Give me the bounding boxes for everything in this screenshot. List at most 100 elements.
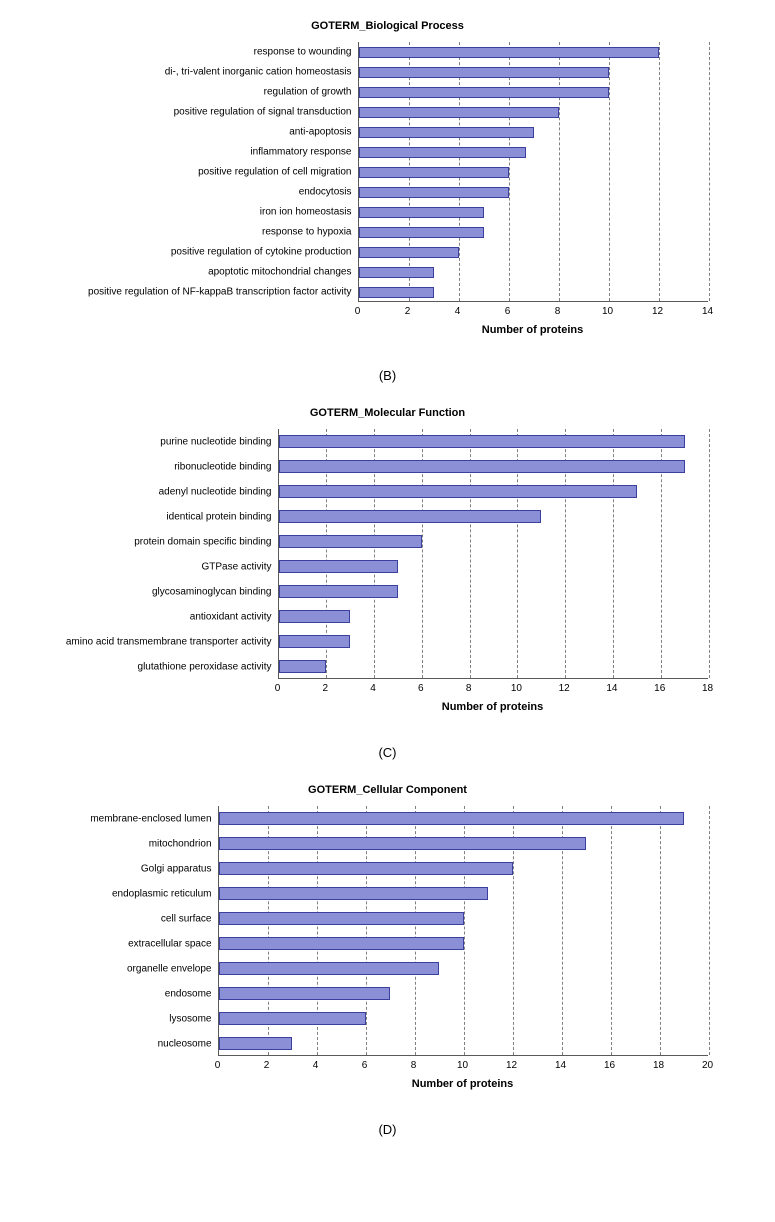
gridline [709, 42, 710, 301]
y-label: endoplasmic reticulum [112, 888, 212, 899]
x-tick: 4 [370, 683, 376, 694]
chart-title: GOTERM_Cellular Component [10, 784, 765, 796]
y-label: glycosaminoglycan binding [152, 586, 272, 597]
bar [359, 167, 509, 178]
bar [359, 287, 434, 298]
x-tick: 20 [702, 1060, 713, 1071]
y-label: endocytosis [299, 187, 352, 198]
y-label: iron ion homeostasis [260, 207, 352, 218]
y-label: apoptotic mitochondrial changes [208, 267, 351, 278]
chart-area: membrane-enclosed lumenmitochondrionGolg… [38, 806, 738, 1106]
gridline [709, 429, 710, 678]
bar [279, 585, 398, 599]
bars [219, 806, 708, 1055]
y-label: positive regulation of NF-kappaB transcr… [88, 287, 351, 298]
x-tick: 0 [355, 306, 361, 317]
y-label: endosome [165, 988, 212, 999]
chart-area: response to wounding di-, tri-valent inor… [38, 42, 738, 352]
y-axis-labels: purine nucleotide bindingribonucleotide … [38, 429, 272, 679]
y-label: purine nucleotide binding [160, 436, 271, 447]
x-tick: 8 [555, 306, 561, 317]
bar [359, 207, 484, 218]
y-label: inflammatory response [250, 147, 351, 158]
y-label: glutathione peroxidase activity [138, 661, 272, 672]
y-label: positive regulation of cell migration [198, 167, 351, 178]
x-tick: 4 [313, 1060, 319, 1071]
chart-mf: GOTERM_Molecular Function purine nucleoti… [10, 407, 765, 760]
x-tick: 8 [466, 683, 472, 694]
panel-letter: (D) [10, 1122, 765, 1137]
x-tick: 14 [555, 1060, 566, 1071]
x-tick: 12 [559, 683, 570, 694]
bar [219, 1012, 366, 1026]
x-axis-title: Number of proteins [278, 701, 708, 713]
bar [279, 435, 685, 449]
x-tick: 0 [215, 1060, 221, 1071]
y-label: response to hypoxia [262, 227, 352, 238]
chart-bp: GOTERM_Biological Process response to wou… [10, 20, 765, 383]
bars [279, 429, 708, 678]
bar [359, 147, 527, 158]
y-label: anti-apoptosis [289, 127, 351, 138]
bar [219, 837, 587, 851]
x-tick: 8 [411, 1060, 417, 1071]
y-label: extracellular space [128, 938, 211, 949]
x-tick: 0 [275, 683, 281, 694]
bar [359, 67, 609, 78]
y-label: cell surface [161, 913, 212, 924]
y-label: protein domain specific binding [134, 536, 271, 547]
plot-area [358, 42, 708, 302]
chart-cc: GOTERM_Cellular Component membrane-enclos… [10, 784, 765, 1137]
bar [359, 267, 434, 278]
x-tick: 12 [652, 306, 663, 317]
bars [359, 42, 708, 301]
x-tick: 2 [264, 1060, 270, 1071]
bar [219, 862, 513, 876]
bar [279, 510, 542, 524]
x-tick: 10 [457, 1060, 468, 1071]
x-tick: 10 [602, 306, 613, 317]
chart-title: GOTERM_Biological Process [10, 20, 765, 32]
x-tick: 4 [455, 306, 461, 317]
x-tick: 12 [506, 1060, 517, 1071]
bar [219, 962, 440, 976]
bar [219, 1037, 293, 1051]
x-tick: 14 [606, 683, 617, 694]
plot-area [218, 806, 708, 1056]
bar [219, 937, 464, 951]
x-axis-title: Number of proteins [218, 1078, 708, 1090]
x-axis-title: Number of proteins [358, 324, 708, 336]
bar [359, 187, 509, 198]
x-tick: 18 [702, 683, 713, 694]
y-label: membrane-enclosed lumen [90, 813, 211, 824]
y-label: amino acid transmembrane transporter act… [66, 636, 272, 647]
y-label: identical protein binding [166, 511, 271, 522]
bar [359, 107, 559, 118]
bar [279, 610, 351, 624]
x-tick: 6 [505, 306, 511, 317]
bar [219, 987, 391, 1001]
y-label: positive regulation of cytokine producti… [171, 247, 352, 258]
y-label: response to wounding [254, 47, 352, 58]
bar [359, 227, 484, 238]
panel-letter: (C) [10, 745, 765, 760]
y-label: positive regulation of signal transducti… [174, 107, 352, 118]
x-tick: 6 [418, 683, 424, 694]
y-label: regulation of growth [264, 87, 352, 98]
chart-area: purine nucleotide bindingribonucleotide … [38, 429, 738, 729]
y-label: Golgi apparatus [141, 863, 212, 874]
chart-title: GOTERM_Molecular Function [10, 407, 765, 419]
bar [279, 660, 327, 674]
bar [219, 812, 685, 826]
y-label: di-, tri-valent inorganic cation homeost… [165, 67, 352, 78]
y-label: nucleosome [158, 1038, 212, 1049]
panel-letter: (B) [10, 368, 765, 383]
bar [219, 912, 464, 926]
x-tick: 2 [405, 306, 411, 317]
bar [359, 87, 609, 98]
y-label: organelle envelope [127, 963, 212, 974]
plot-area [278, 429, 708, 679]
y-axis-labels: response to wounding di-, tri-valent inor… [38, 42, 352, 302]
bar [279, 560, 398, 574]
y-axis-labels: membrane-enclosed lumenmitochondrionGolg… [38, 806, 212, 1056]
